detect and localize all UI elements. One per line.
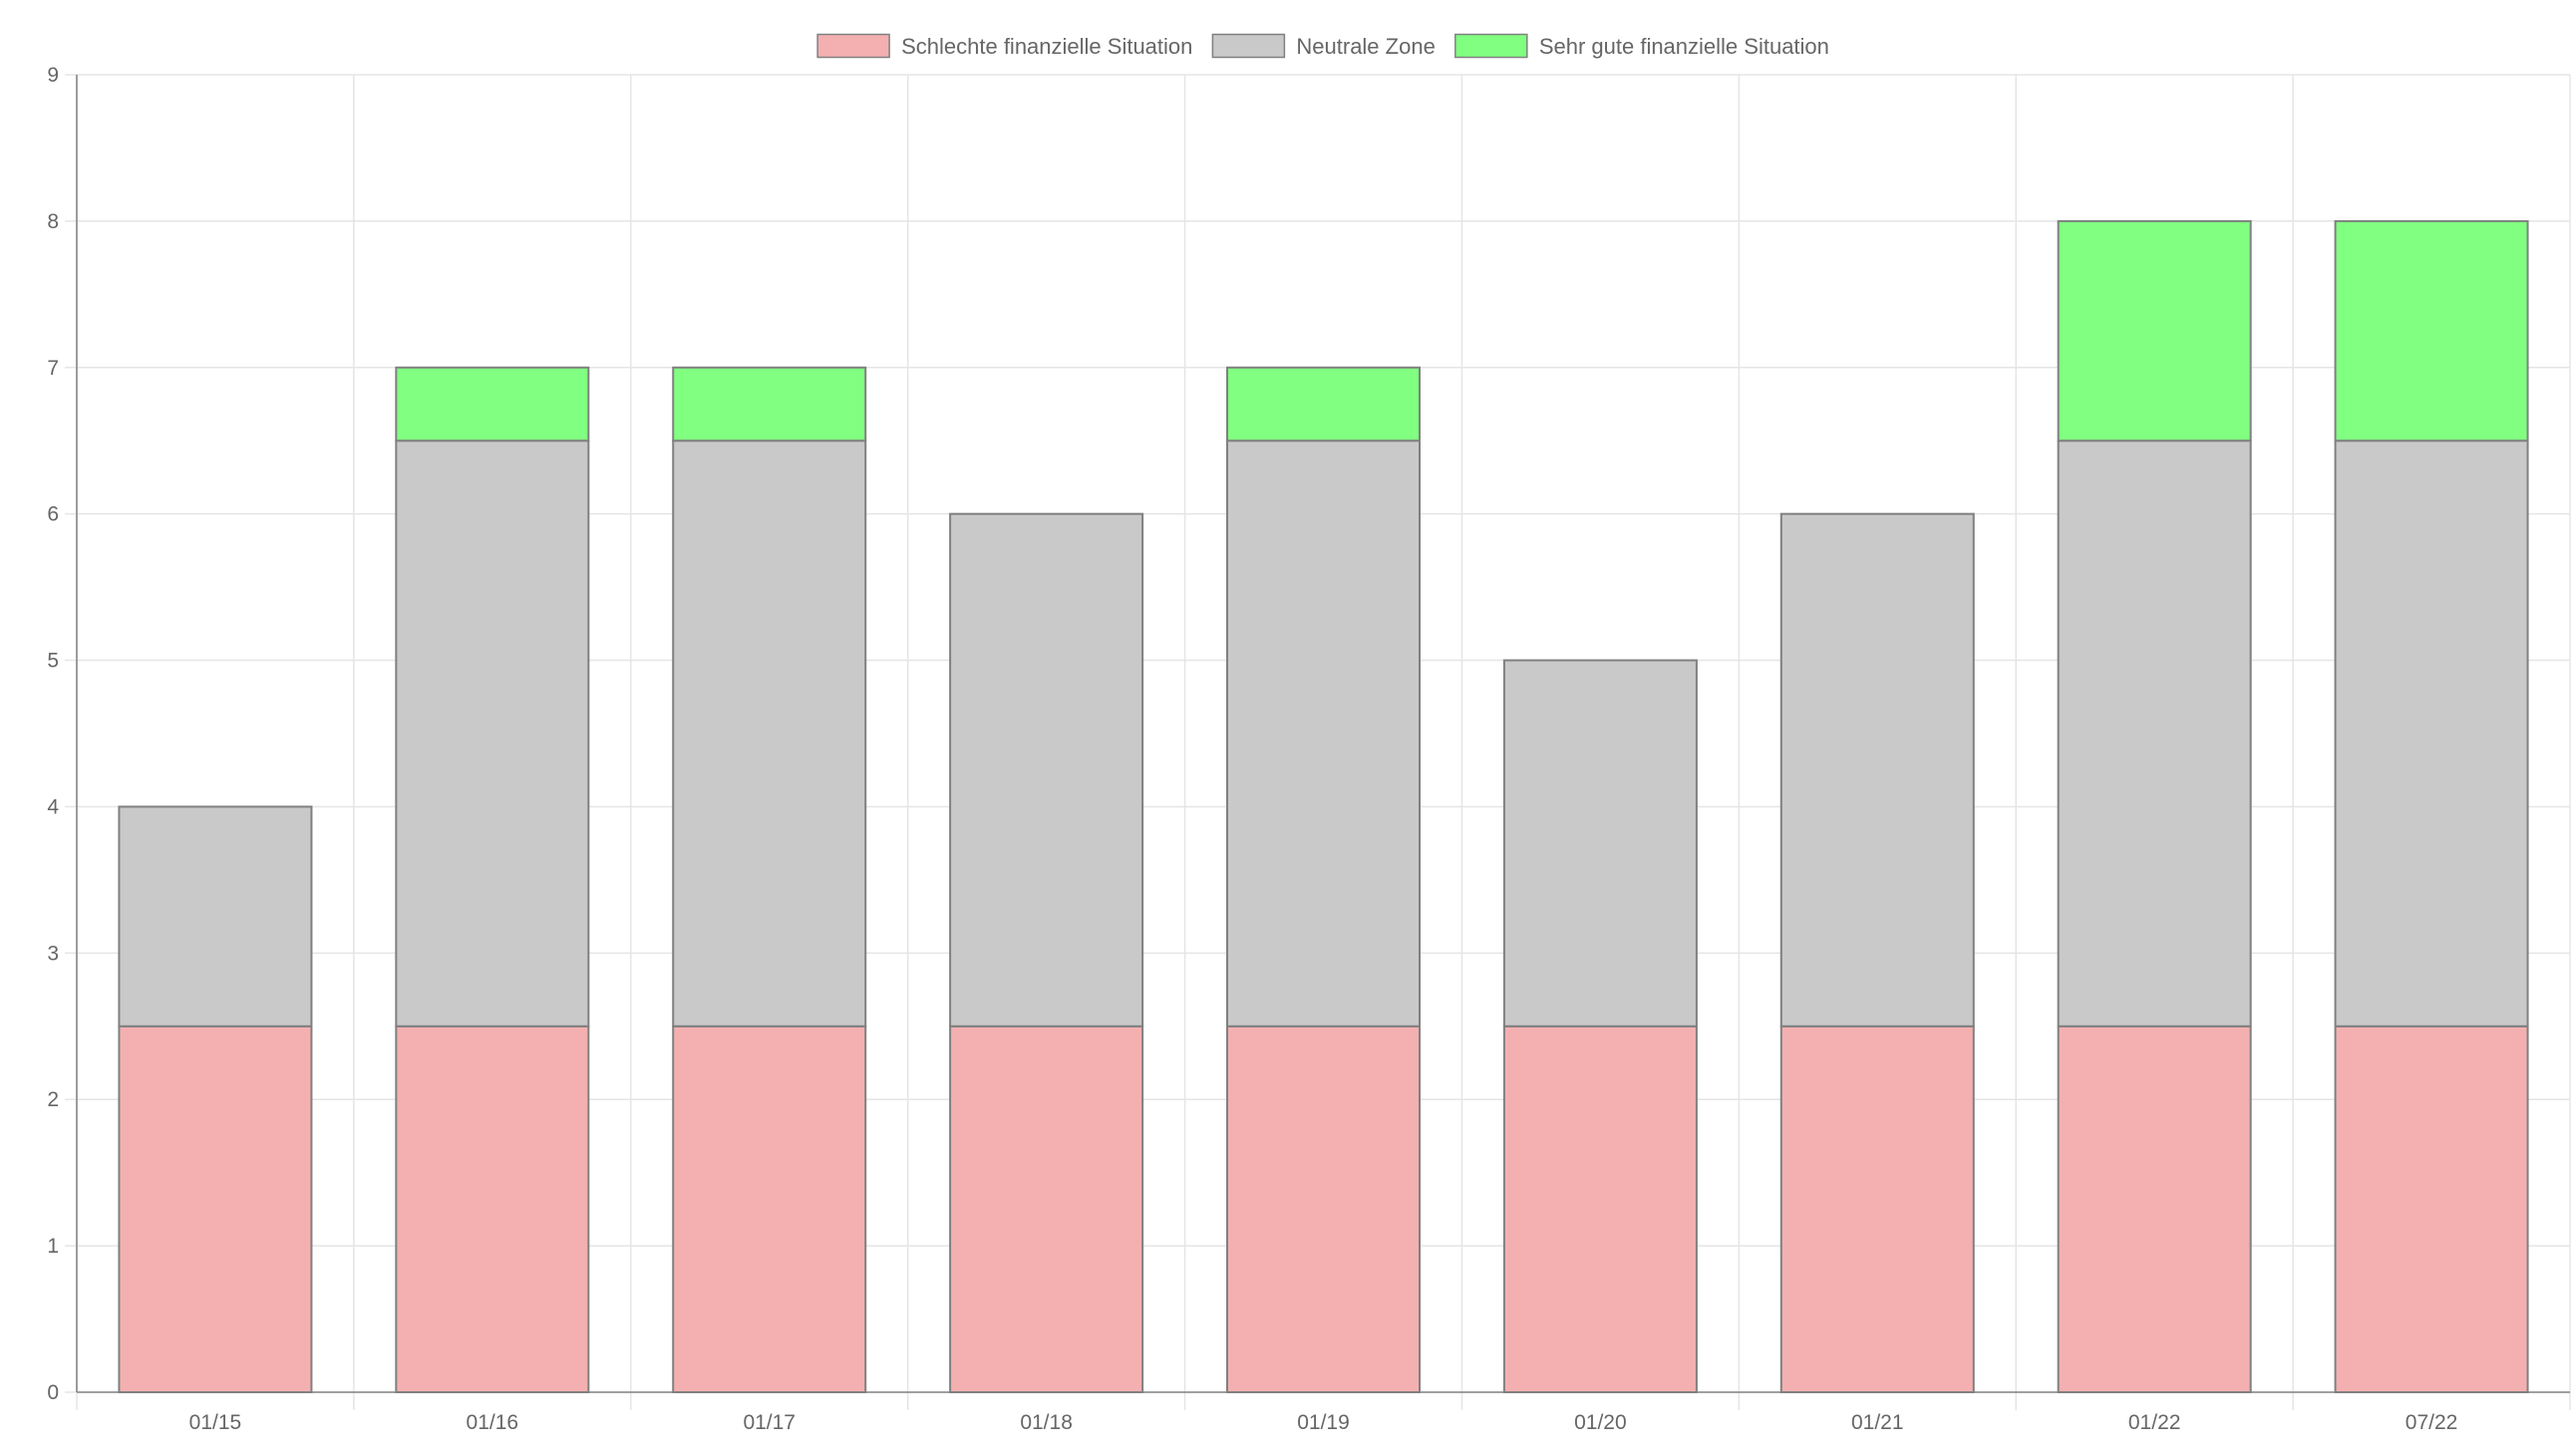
- bar-segment: [672, 366, 867, 442]
- bar-segment: [395, 1024, 590, 1394]
- bar-segment: [118, 805, 313, 1027]
- x-tick-label: 01/22: [2128, 1411, 2181, 1434]
- x-tick-label: 01/16: [467, 1411, 519, 1434]
- x-tick-label: 01/17: [743, 1411, 796, 1434]
- legend-label: Sehr gute finanzielle Situation: [1539, 34, 1829, 59]
- bar-segment: [2334, 439, 2529, 1027]
- legend-item[interactable]: Neutrale Zone: [1211, 33, 1436, 59]
- bar-segment: [2334, 219, 2529, 442]
- axes: 0 1 2 3 4 5 6 7 8 9 01/15 01/16 01/17 01/18 01/19 01/20…: [47, 64, 2570, 1434]
- y-tick-label: 2: [47, 1088, 59, 1111]
- y-tick-label: 9: [47, 64, 59, 87]
- bar-segment: [118, 1024, 313, 1394]
- bar-segment: [949, 1024, 1144, 1394]
- bar-segment: [1226, 1024, 1421, 1394]
- bar-segment: [1779, 512, 1975, 1027]
- bar-segment: [395, 366, 590, 442]
- legend: Schlechte finanzielle Situation Neutrale …: [816, 33, 1829, 59]
- bar-segment: [2334, 1024, 2529, 1394]
- bar-segment: [672, 1024, 867, 1394]
- bars: [118, 219, 2529, 1394]
- legend-label: Schlechte finanzielle Situation: [901, 34, 1192, 59]
- bar-segment: [2057, 439, 2252, 1027]
- bar-segment: [2057, 219, 2252, 442]
- legend-swatch: [1211, 33, 1286, 59]
- legend-swatch: [816, 33, 890, 59]
- bar-segment: [1226, 366, 1421, 442]
- bar-segment: [1502, 659, 1698, 1027]
- x-tick-label: 01/20: [1574, 1411, 1627, 1434]
- y-tick-label: 6: [47, 503, 59, 526]
- bar-segment: [1502, 1024, 1698, 1394]
- bar-segment: [949, 512, 1144, 1027]
- x-tick-label: 01/18: [1020, 1411, 1073, 1434]
- x-tick-label: 01/19: [1297, 1411, 1350, 1434]
- x-tick-label: 01/21: [1851, 1411, 1904, 1434]
- y-tick-label: 5: [47, 650, 59, 673]
- bar-segment: [1226, 439, 1421, 1027]
- y-tick-label: 7: [47, 357, 59, 380]
- legend-item[interactable]: Sehr gute finanzielle Situation: [1454, 33, 1829, 59]
- legend-item[interactable]: Schlechte finanzielle Situation: [816, 33, 1192, 59]
- bar-segment: [395, 439, 590, 1027]
- y-tick-label: 8: [47, 210, 59, 233]
- bar-segment: [672, 439, 867, 1027]
- y-tick-label: 1: [47, 1235, 59, 1258]
- x-tick-label: 01/15: [189, 1411, 242, 1434]
- legend-swatch: [1454, 33, 1528, 59]
- x-tick-label: 07/22: [2406, 1411, 2458, 1434]
- legend-label: Neutrale Zone: [1296, 34, 1435, 59]
- bar-segment: [1779, 1024, 1975, 1394]
- bar-segment: [2057, 1024, 2252, 1394]
- y-tick-label: 4: [47, 795, 59, 818]
- y-tick-label: 3: [47, 942, 59, 965]
- y-tick-label: 0: [47, 1381, 59, 1404]
